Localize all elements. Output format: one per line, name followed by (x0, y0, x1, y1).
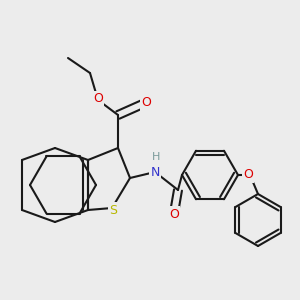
Text: O: O (141, 97, 151, 110)
Text: O: O (243, 169, 253, 182)
Text: O: O (93, 92, 103, 106)
Text: H: H (152, 152, 160, 162)
Text: O: O (169, 208, 179, 220)
Text: N: N (150, 166, 160, 178)
Text: S: S (109, 203, 117, 217)
